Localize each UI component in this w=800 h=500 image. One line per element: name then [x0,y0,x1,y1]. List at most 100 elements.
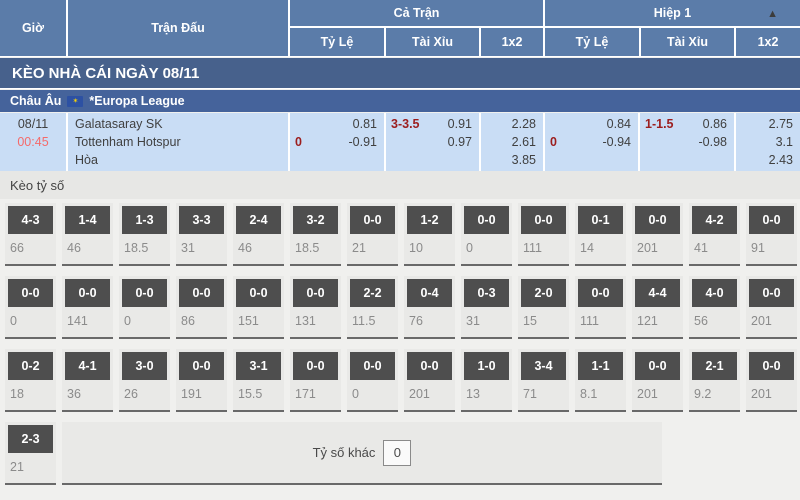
col-header-full-overunder: Tài Xỉu [386,28,481,56]
score-tile[interactable]: 3-4 [521,352,566,380]
score-odds: 10 [409,241,423,255]
score-cell: 3-3 31 [176,203,227,266]
score-tile[interactable]: 2-3 [8,425,53,453]
full-handicap-home-odds[interactable]: 0.81 [352,117,377,131]
score-tile[interactable]: 1-0 [464,352,509,380]
score-cell: 0-3 31 [461,276,512,339]
score-tile[interactable]: 0-0 [122,279,167,307]
league-region: Châu Âu [10,94,62,108]
score-tile[interactable]: 0-0 [350,352,395,380]
score-tile[interactable]: 0-0 [407,352,452,380]
full-over-odds[interactable]: 0.91 [447,117,472,131]
score-cell: 0-0 201 [404,349,455,412]
score-section-title: Kèo tỷ số [10,177,65,193]
score-tile[interactable]: 0-0 [179,279,224,307]
half-overunder-cell: 1-1.5 0.86 -0.98 [640,113,736,171]
half-1x2-away[interactable]: 3.1 [775,135,793,149]
score-odds: 31 [466,314,480,328]
score-tile[interactable]: 0-0 [521,206,566,234]
score-tile[interactable]: 4-4 [635,279,680,307]
full-1x2-draw[interactable]: 3.85 [511,153,536,167]
home-team[interactable]: Galatasaray SK [75,117,163,131]
full-handicap-cell: 0.81 0 -0.91 [290,113,386,171]
score-tile[interactable]: 1-2 [407,206,452,234]
score-cell: 0-1 14 [575,203,626,266]
collapse-arrow-icon[interactable]: ▲ [767,8,778,20]
score-tile[interactable]: 0-0 [749,352,794,380]
score-odds: 15.5 [238,387,263,401]
score-tile[interactable]: 3-0 [122,352,167,380]
score-tile[interactable]: 0-0 [350,206,395,234]
score-tile[interactable]: 2-1 [692,352,737,380]
score-tile[interactable]: 3-3 [179,206,224,234]
score-odds: 31 [181,241,195,255]
score-cell: 3-2 18.5 [290,203,341,266]
score-odds: 36 [67,387,81,401]
half-handicap-home-odds[interactable]: 0.84 [606,117,631,131]
half-1x2-draw[interactable]: 2.43 [768,153,793,167]
score-tile[interactable]: 4-3 [8,206,53,234]
score-tile[interactable]: 2-0 [521,279,566,307]
score-cell: 2-0 15 [518,276,569,339]
score-tile[interactable]: 0-0 [8,279,53,307]
score-odds: 171 [295,387,316,401]
score-tile[interactable]: 0-0 [65,279,110,307]
score-tile[interactable]: 0-0 [293,279,338,307]
col-header-first-half: Hiệp 1 [545,0,800,28]
score-tile[interactable]: 3-1 [236,352,281,380]
score-tile[interactable]: 0-0 [179,352,224,380]
league-row[interactable]: Châu Âu ✶ *Europa League [0,90,800,112]
score-cell: 0-0 111 [575,276,626,339]
score-tile[interactable]: 0-0 [578,279,623,307]
score-tile[interactable]: 0-0 [635,352,680,380]
score-tile[interactable]: 0-0 [464,206,509,234]
full-1x2-away[interactable]: 2.61 [511,135,536,149]
score-odds: 86 [181,314,195,328]
score-tile[interactable]: 0-0 [749,279,794,307]
full-1x2-home[interactable]: 2.28 [511,117,536,131]
score-tile[interactable]: 0-4 [407,279,452,307]
score-odds: 201 [751,387,772,401]
score-tile[interactable]: 0-2 [8,352,53,380]
score-odds: 111 [523,241,543,255]
score-tile[interactable]: 4-1 [65,352,110,380]
score-cell: 0-0 21 [347,203,398,266]
half-1x2-home[interactable]: 2.75 [768,117,793,131]
score-cell: 1-3 18.5 [119,203,170,266]
half-handicap-away-odds[interactable]: -0.94 [602,135,632,149]
score-odds: 91 [751,241,765,255]
score-tile[interactable]: 3-2 [293,206,338,234]
half-over-odds[interactable]: 0.86 [702,117,727,131]
half-under-odds[interactable]: -0.98 [698,135,728,149]
score-tile[interactable]: 4-0 [692,279,737,307]
full-handicap-away-odds[interactable]: -0.91 [348,135,378,149]
other-score-input[interactable]: 0 [383,439,412,466]
date-banner: KÈO NHÀ CÁI NGÀY 08/11 [0,58,800,89]
score-tile[interactable]: 1-1 [578,352,623,380]
league-name: *Europa League [89,94,185,108]
score-tile[interactable]: 1-3 [122,206,167,234]
score-odds: 21 [10,460,24,474]
score-odds: 15 [523,314,537,328]
score-cell: 1-2 10 [404,203,455,266]
full-under-odds[interactable]: 0.97 [447,135,472,149]
score-tile[interactable]: 0-0 [236,279,281,307]
score-cell: 0-0 111 [518,203,569,266]
score-odds: 76 [409,314,423,328]
score-tile[interactable]: 0-0 [635,206,680,234]
score-tile[interactable]: 0-0 [749,206,794,234]
score-tile[interactable]: 2-2 [350,279,395,307]
away-team[interactable]: Tottenham Hotspur [75,135,181,149]
score-tile[interactable]: 4-2 [692,206,737,234]
score-odds: 151 [238,314,259,328]
score-tile[interactable]: 0-1 [578,206,623,234]
score-tile[interactable]: 2-4 [236,206,281,234]
score-odds: 66 [10,241,24,255]
score-cell: 2-4 46 [233,203,284,266]
score-odds: 18 [10,387,24,401]
score-tile[interactable]: 0-3 [464,279,509,307]
score-tile[interactable]: 0-0 [293,352,338,380]
half-1x2-cell: 2.75 3.1 2.43 [736,113,800,171]
score-cell: 0-0 141 [62,276,113,339]
score-tile[interactable]: 1-4 [65,206,110,234]
